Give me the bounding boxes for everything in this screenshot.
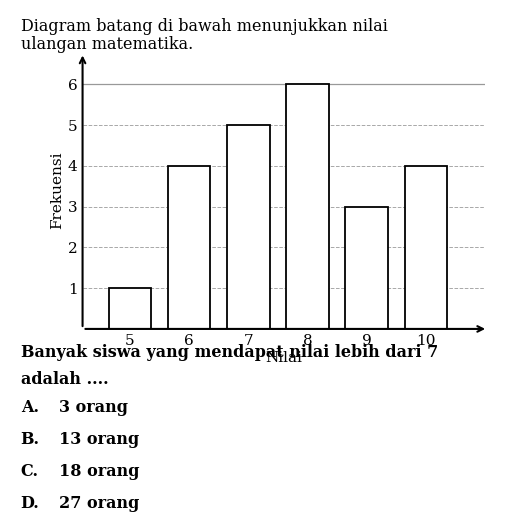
Bar <box>286 84 329 329</box>
X-axis label: Nilai: Nilai <box>265 351 302 365</box>
Text: A.: A. <box>21 399 39 416</box>
Text: Banyak siswa yang mendapat nilai lebih dari 7: Banyak siswa yang mendapat nilai lebih d… <box>21 344 438 362</box>
Text: ulangan matematika.: ulangan matematika. <box>21 36 193 53</box>
Text: 3 orang: 3 orang <box>59 399 128 416</box>
Text: 13 orang: 13 orang <box>59 431 140 448</box>
Text: D.: D. <box>21 495 39 512</box>
Bar <box>227 125 269 329</box>
Bar <box>108 288 151 329</box>
Text: 27 orang: 27 orang <box>59 495 140 512</box>
Text: B.: B. <box>21 431 40 448</box>
Bar <box>345 207 388 329</box>
Text: C.: C. <box>21 463 39 480</box>
Text: adalah ....: adalah .... <box>21 371 108 388</box>
Text: 18 orang: 18 orang <box>59 463 140 480</box>
Bar <box>168 166 211 329</box>
Y-axis label: Frekuensi: Frekuensi <box>50 152 64 229</box>
Text: Diagram batang di bawah menunjukkan nilai: Diagram batang di bawah menunjukkan nila… <box>21 18 388 35</box>
Bar <box>405 166 447 329</box>
